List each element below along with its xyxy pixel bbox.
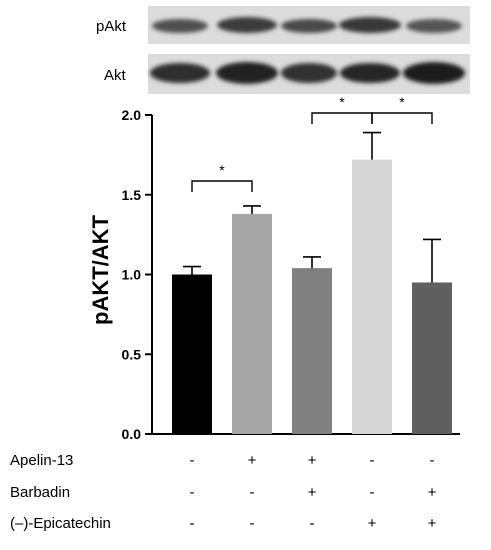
treatment-sign: - <box>250 515 255 532</box>
y-tick-label: 1.0 <box>122 267 142 283</box>
blot-akt-label: Akt <box>104 67 127 84</box>
y-tick-label: 0.0 <box>122 426 142 442</box>
treatment-sign: + <box>368 515 377 532</box>
treatment-sign: - <box>250 484 255 501</box>
treatment-sign: + <box>308 484 317 501</box>
blot-pakt-panel <box>148 6 470 44</box>
error-bars <box>183 131 441 283</box>
bar-chart: 0.0 0.5 1.0 1.5 2.0 * * * pAKT/AKT <box>88 94 460 442</box>
bar <box>412 282 452 434</box>
treatment-sign: + <box>308 452 317 469</box>
blot-pakt-bands <box>152 17 462 33</box>
treatment-label: Barbadin <box>10 484 70 501</box>
treatment-label: (–)-Epicatechin <box>10 515 111 532</box>
significance-bracket <box>371 112 433 124</box>
significance-bracket <box>311 112 373 124</box>
significance-star: * <box>339 94 345 110</box>
blot-akt-panel <box>148 54 470 94</box>
blot-pakt-label: pAkt <box>96 18 127 35</box>
significance-brackets: * * * <box>191 94 433 192</box>
treatment-sign: - <box>310 515 315 532</box>
bar <box>232 213 272 434</box>
significance-star: * <box>219 162 225 178</box>
y-tick-label: 2.0 <box>122 107 142 123</box>
significance-bracket <box>191 180 253 192</box>
treatment-sign: + <box>428 484 437 501</box>
treatment-sign: - <box>370 484 375 501</box>
treatment-sign: + <box>248 452 257 469</box>
blot-akt-bands <box>150 62 465 84</box>
bars <box>172 159 452 434</box>
treatment-sign: - <box>190 452 195 469</box>
y-tick-label: 1.5 <box>122 187 142 203</box>
significance-star: * <box>399 94 405 110</box>
treatment-sign: + <box>428 515 437 532</box>
bar <box>172 274 212 434</box>
y-axis-label: pAKT/AKT <box>88 214 113 325</box>
y-tick-label: 0.5 <box>122 346 142 362</box>
treatment-table: Apelin-13 - + + - - Barbadin - - + - + (–)-Epicatech… <box>10 452 437 532</box>
y-axis: 0.0 0.5 1.0 1.5 2.0 <box>122 107 153 442</box>
treatment-sign: - <box>370 452 375 469</box>
treatment-sign: - <box>430 452 435 469</box>
treatment-sign: - <box>190 484 195 501</box>
treatment-label: Apelin-13 <box>10 452 73 469</box>
treatment-sign: - <box>190 515 195 532</box>
bar <box>352 159 392 434</box>
bar <box>292 268 332 434</box>
